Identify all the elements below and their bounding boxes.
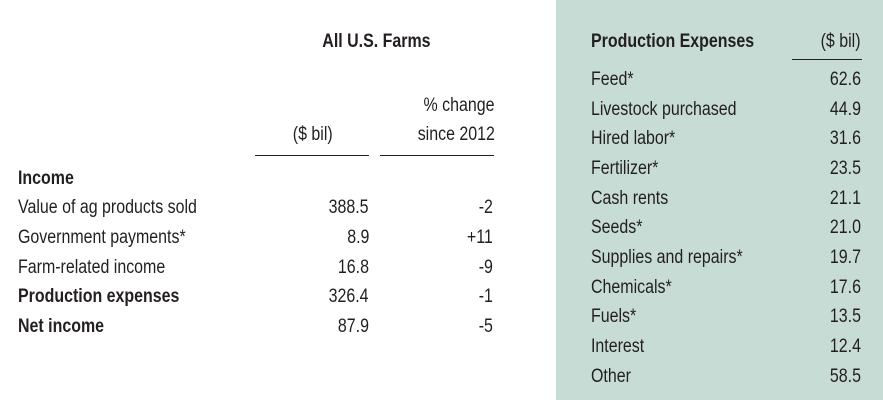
change-header-line2: since 2012 [417,124,495,145]
expense-row-label: Seeds* [591,217,643,238]
expense-row-value: 21.0 [829,217,861,238]
income-section-heading: Income [18,168,74,189]
farm-row-change: +11 [467,227,493,248]
expense-row-value: 44.9 [829,99,861,120]
expense-row-value: 21.1 [829,188,861,209]
production-expenses-panel: Production Expenses ($ bil) Feed* 62.6 Liv… [556,0,883,400]
expense-row-value: 19.7 [829,247,861,268]
farm-row-value: 87.9 [337,316,369,337]
expense-row-label: Fertilizer* [591,158,659,179]
expense-row-label: Chemicals* [591,277,672,298]
farm-row-label: Net income [18,316,105,337]
farm-row-change: -9 [478,257,493,278]
farm-row-label: Production expenses [18,286,180,307]
production-expenses-title: Production Expenses [591,31,755,52]
change-header-line1: % change [424,95,495,116]
value-column-rule [255,155,369,156]
expense-row-value: 62.6 [829,69,861,90]
farm-row-label: Government payments* [18,227,186,248]
expense-row-value: 17.6 [829,277,861,298]
farm-row-change: -2 [478,197,493,218]
expense-row-label: Livestock purchased [591,99,737,120]
expense-row-value: 23.5 [829,158,861,179]
farm-row-value: 388.5 [329,197,369,218]
expenses-unit-rule [792,59,862,60]
expense-row-label: Feed* [591,69,634,90]
farms-table-title: All U.S. Farms [321,31,431,52]
farm-row-value: 8.9 [346,227,369,248]
farm-row-value: 16.8 [337,257,369,278]
expense-row-value: 31.6 [829,128,861,149]
expense-row-value: 58.5 [829,366,861,387]
farm-row-change: -1 [478,286,493,307]
expense-row-value: 12.4 [829,336,861,357]
farm-row-value: 326.4 [329,286,369,307]
change-column-rule [380,155,494,156]
expense-row-value: 13.5 [829,306,861,327]
expense-row-label: Other [591,366,631,387]
expense-row-label: Supplies and repairs* [591,247,743,268]
expense-row-label: Cash rents [591,188,669,209]
expense-row-label: Hired labor* [591,128,676,149]
expense-row-label: Fuels* [591,306,637,327]
expenses-unit-header: ($ bil) [821,31,861,52]
expense-row-label: Interest [591,336,645,357]
farm-row-change: -5 [478,316,493,337]
farm-row-label: Farm-related income [18,257,166,278]
farm-row-label: Value of ag products sold [18,197,197,218]
value-column-header: ($ bil) [292,124,333,145]
